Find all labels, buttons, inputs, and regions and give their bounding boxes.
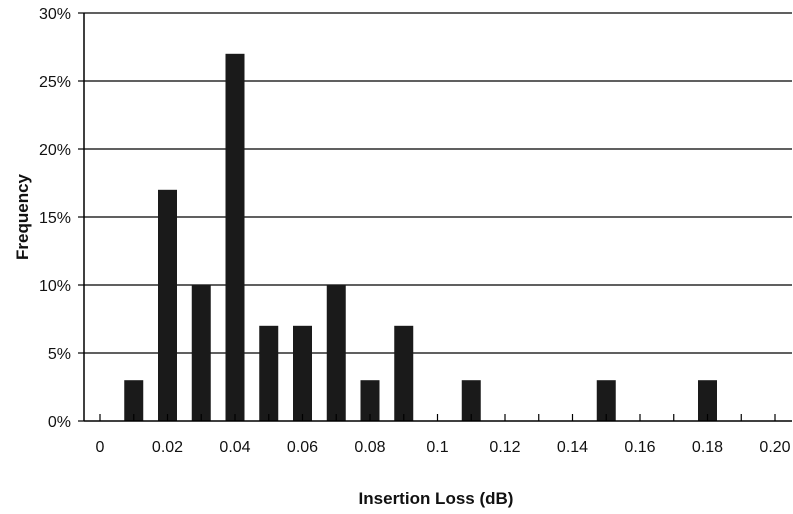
- x-tick-label: 0.12: [489, 439, 520, 456]
- x-tick-label: 0.18: [692, 439, 723, 456]
- bar: [698, 380, 717, 421]
- x-tick-label: 0.06: [287, 439, 318, 456]
- y-tick-label: 30%: [39, 6, 71, 23]
- y-tick-label: 15%: [39, 210, 71, 227]
- y-tick-label: 25%: [39, 74, 71, 91]
- x-tick-label: 0.16: [624, 439, 655, 456]
- bar: [394, 325, 414, 421]
- bar: [191, 285, 211, 421]
- bar: [293, 325, 312, 421]
- bar: [158, 189, 177, 421]
- x-tick-label: 0.08: [354, 439, 385, 456]
- x-axis-title: Insertion Loss (dB): [359, 489, 514, 508]
- x-tick-label: 0.02: [152, 439, 183, 456]
- y-tick-label: 5%: [48, 346, 71, 363]
- bar: [461, 380, 481, 421]
- x-tick-label: 0.14: [557, 439, 588, 456]
- y-tick-label: 10%: [39, 278, 71, 295]
- bar: [326, 285, 346, 421]
- bar: [124, 380, 144, 421]
- bar: [259, 325, 279, 421]
- gridlines: [84, 12, 792, 354]
- bars: [124, 53, 717, 422]
- y-axis-ticks: 0% 5% 10% 15% 20% 25% 30%: [39, 6, 71, 431]
- y-axis-title: Frequency: [13, 173, 32, 260]
- x-axis-ticks: 0 0.02 0.04 0.06 0.08 0.1 0.12 0.14 0.16 0.18 0.20: [96, 439, 791, 456]
- bar: [225, 53, 245, 422]
- y-tick-label: 20%: [39, 142, 71, 159]
- y-tick-label: 0%: [48, 414, 71, 431]
- x-tick-label: 0.1: [426, 439, 448, 456]
- x-tick-label: 0: [96, 439, 105, 456]
- bar: [360, 380, 380, 421]
- x-tick-label: 0.04: [219, 439, 250, 456]
- axes: [78, 12, 792, 422]
- bar: [596, 380, 616, 421]
- x-tick-label: 0.20: [759, 439, 790, 456]
